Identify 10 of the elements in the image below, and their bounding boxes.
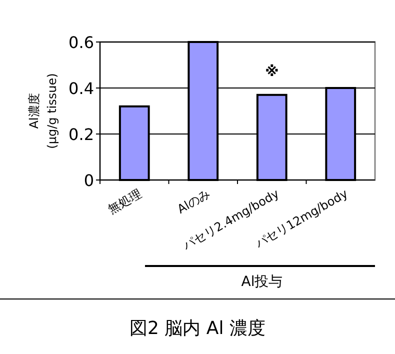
y-axis-title: Al濃度 (μg/g tissue): [27, 73, 59, 149]
text: Al投与: [241, 274, 283, 290]
y-tick-label: 0.4: [68, 79, 94, 98]
y-tick-label: 0.2: [68, 125, 94, 144]
y-tick-label: 0: [84, 171, 94, 190]
annotation: ※: [265, 64, 279, 80]
x-tick-label: Alのみ: [174, 186, 213, 216]
y-tick-label: 0.6: [68, 33, 94, 52]
text: 図2 脳内 Al 濃度: [130, 318, 266, 339]
x-tick-label: 無処理: [106, 186, 144, 217]
